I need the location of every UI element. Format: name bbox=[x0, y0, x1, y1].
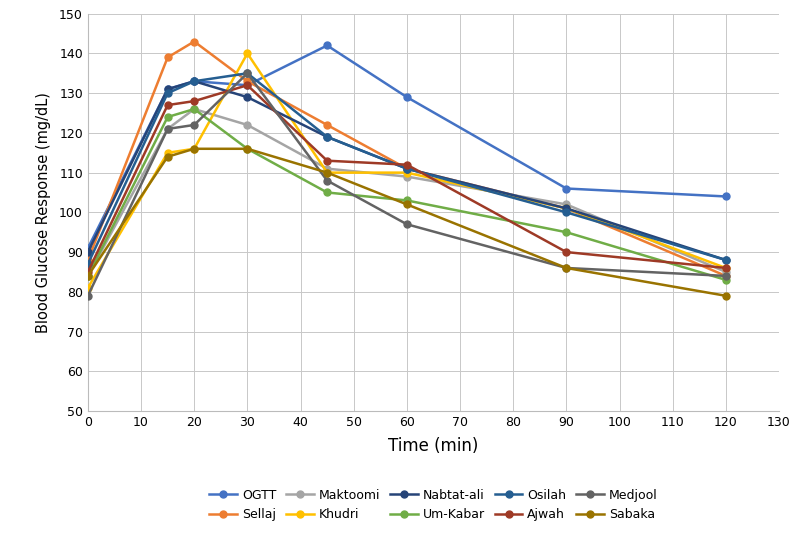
Um-Kabar bbox=[402, 197, 411, 204]
Maktoomi bbox=[402, 173, 411, 180]
Osilah bbox=[562, 209, 571, 216]
Sabaka bbox=[189, 146, 199, 152]
Khudri bbox=[163, 150, 173, 156]
Ajwah bbox=[721, 265, 730, 271]
Sellaj bbox=[562, 205, 571, 212]
OGTT bbox=[163, 86, 173, 93]
Khudri bbox=[189, 146, 199, 152]
Um-Kabar bbox=[83, 273, 93, 279]
Medjool bbox=[163, 125, 173, 132]
Ajwah bbox=[189, 98, 199, 105]
Nabtat-ali bbox=[243, 94, 252, 100]
Sabaka bbox=[83, 273, 93, 279]
Ajwah bbox=[562, 249, 571, 255]
Sellaj bbox=[189, 38, 199, 45]
OGTT bbox=[721, 193, 730, 200]
Sabaka bbox=[562, 265, 571, 271]
Osilah bbox=[402, 165, 411, 172]
Osilah bbox=[322, 134, 332, 140]
Legend: OGTT, Sellaj, Maktoomi, Khudri, Nabtat-ali, Um-Kabar, Osilah, Ajwah, Medjool, Sa: OGTT, Sellaj, Maktoomi, Khudri, Nabtat-a… bbox=[209, 489, 658, 521]
Nabtat-ali bbox=[163, 86, 173, 93]
Medjool bbox=[721, 273, 730, 279]
OGTT bbox=[562, 185, 571, 192]
Um-Kabar bbox=[322, 189, 332, 196]
X-axis label: Time (min): Time (min) bbox=[388, 437, 479, 455]
OGTT bbox=[402, 94, 411, 100]
Um-Kabar bbox=[243, 146, 252, 152]
Ajwah bbox=[163, 102, 173, 109]
Um-Kabar bbox=[721, 277, 730, 283]
Sellaj bbox=[402, 165, 411, 172]
Ajwah bbox=[243, 82, 252, 89]
Line: Um-Kabar: Um-Kabar bbox=[85, 106, 729, 283]
Line: Sabaka: Sabaka bbox=[85, 145, 729, 299]
Medjool bbox=[562, 265, 571, 271]
Line: Nabtat-ali: Nabtat-ali bbox=[85, 78, 729, 264]
Maktoomi bbox=[163, 125, 173, 132]
Sellaj bbox=[721, 273, 730, 279]
Sellaj bbox=[163, 54, 173, 61]
Osilah bbox=[163, 90, 173, 96]
Nabtat-ali bbox=[721, 256, 730, 264]
Medjool bbox=[402, 221, 411, 227]
Osilah bbox=[243, 70, 252, 77]
Sabaka bbox=[243, 146, 252, 152]
Um-Kabar bbox=[562, 229, 571, 236]
Sabaka bbox=[163, 153, 173, 160]
Sabaka bbox=[721, 293, 730, 299]
Line: OGTT: OGTT bbox=[85, 42, 729, 252]
Sellaj bbox=[322, 122, 332, 128]
Sellaj bbox=[83, 256, 93, 264]
Medjool bbox=[322, 178, 332, 184]
Nabtat-ali bbox=[189, 78, 199, 84]
Y-axis label: Blood Glucose Response (mg/dL): Blood Glucose Response (mg/dL) bbox=[36, 92, 51, 333]
Medjool bbox=[243, 70, 252, 77]
Maktoomi bbox=[189, 106, 199, 112]
Khudri bbox=[402, 169, 411, 176]
Osilah bbox=[721, 256, 730, 264]
Nabtat-ali bbox=[83, 249, 93, 255]
Line: Maktoomi: Maktoomi bbox=[85, 106, 729, 279]
Maktoomi bbox=[322, 165, 332, 172]
Ajwah bbox=[322, 157, 332, 164]
Maktoomi bbox=[562, 201, 571, 208]
Khudri bbox=[322, 169, 332, 176]
Khudri bbox=[243, 50, 252, 57]
Maktoomi bbox=[83, 273, 93, 279]
Line: Medjool: Medjool bbox=[85, 70, 729, 299]
Ajwah bbox=[83, 269, 93, 275]
OGTT bbox=[189, 78, 199, 84]
Osilah bbox=[189, 78, 199, 84]
Maktoomi bbox=[243, 122, 252, 128]
Khudri bbox=[721, 265, 730, 271]
Ajwah bbox=[402, 162, 411, 168]
Sabaka bbox=[322, 169, 332, 176]
Sellaj bbox=[243, 78, 252, 84]
OGTT bbox=[83, 245, 93, 252]
Maktoomi bbox=[721, 269, 730, 275]
Um-Kabar bbox=[189, 106, 199, 112]
Line: Osilah: Osilah bbox=[85, 70, 729, 267]
OGTT bbox=[243, 82, 252, 89]
Medjool bbox=[189, 122, 199, 128]
Osilah bbox=[83, 261, 93, 267]
Khudri bbox=[83, 284, 93, 291]
Nabtat-ali bbox=[402, 165, 411, 172]
Um-Kabar bbox=[163, 114, 173, 121]
Khudri bbox=[562, 205, 571, 212]
Line: Ajwah: Ajwah bbox=[85, 82, 729, 276]
Nabtat-ali bbox=[322, 134, 332, 140]
Sabaka bbox=[402, 201, 411, 208]
Medjool bbox=[83, 293, 93, 299]
Line: Khudri: Khudri bbox=[85, 50, 729, 292]
OGTT bbox=[322, 42, 332, 49]
Nabtat-ali bbox=[562, 205, 571, 212]
Line: Sellaj: Sellaj bbox=[85, 38, 729, 279]
